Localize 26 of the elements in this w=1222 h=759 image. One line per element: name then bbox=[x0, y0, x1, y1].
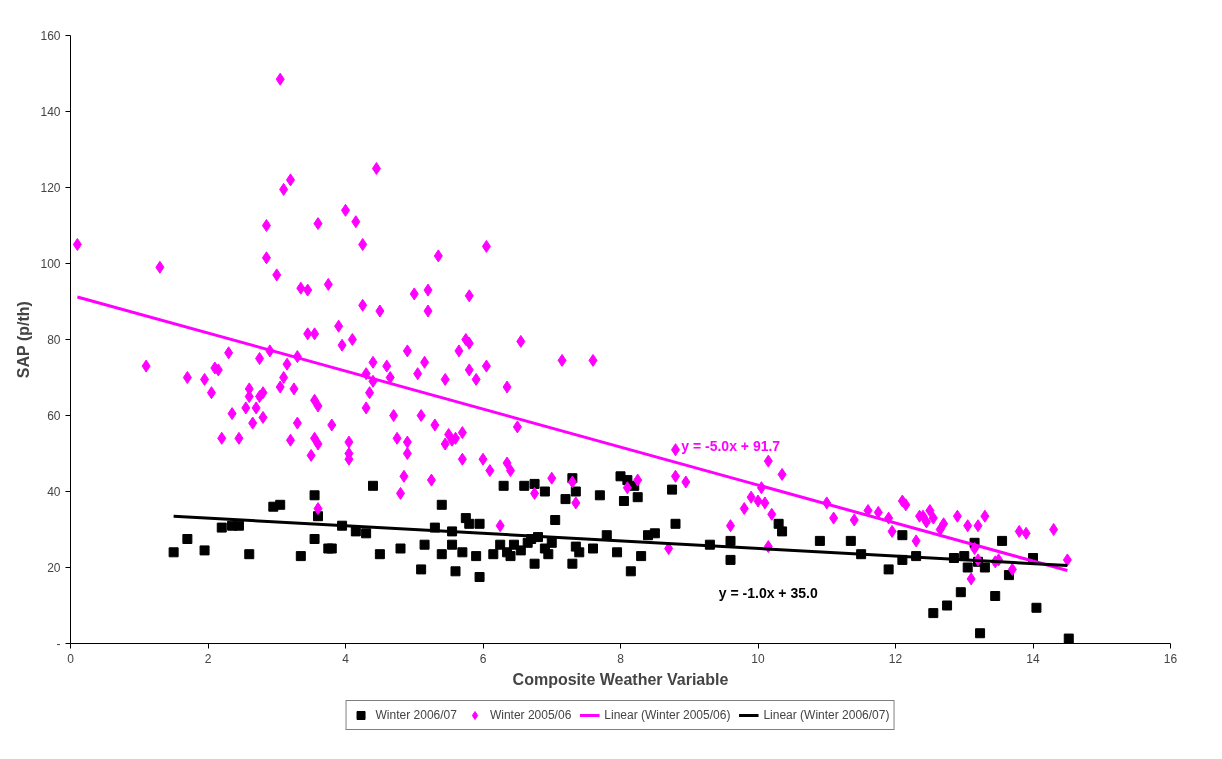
x-tick-label: 2 bbox=[204, 651, 212, 666]
x-axis-title: Composite Weather Variable bbox=[512, 670, 729, 688]
x-tick-label: 8 bbox=[617, 651, 625, 666]
annotation: y = -1.0x + 35.0 bbox=[718, 585, 818, 602]
annotation: y = -5.0x + 91.7 bbox=[681, 437, 781, 454]
y-tick-label: 160 bbox=[40, 29, 61, 43]
y-tick-label: 140 bbox=[40, 105, 61, 119]
x-tick-label: 14 bbox=[1026, 651, 1040, 666]
y-tick-label: - bbox=[56, 637, 61, 651]
legend-label: Winter 2005/06 bbox=[489, 708, 572, 722]
y-tick-label: 20 bbox=[47, 561, 61, 575]
x-tick-label: 16 bbox=[1163, 651, 1178, 666]
y-tick-label: 40 bbox=[47, 485, 61, 499]
y-tick-label: 80 bbox=[47, 333, 61, 347]
legend-label: Linear (Winter 2006/07) bbox=[763, 708, 890, 722]
legend-label: Linear (Winter 2005/06) bbox=[604, 708, 731, 722]
x-tick-label: 4 bbox=[342, 651, 350, 666]
x-tick-label: 6 bbox=[479, 651, 487, 666]
x-tick-label: 0 bbox=[67, 651, 75, 666]
x-tick-label: 12 bbox=[888, 651, 903, 666]
y-tick-label: 100 bbox=[40, 257, 61, 271]
y-axis-title: SAP (p/th) bbox=[15, 301, 33, 379]
y-tick-label: 120 bbox=[40, 181, 61, 195]
y-tick-label: 60 bbox=[47, 409, 61, 423]
x-tick-label: 10 bbox=[751, 651, 765, 666]
legend-label: Winter 2006/07 bbox=[375, 708, 457, 722]
